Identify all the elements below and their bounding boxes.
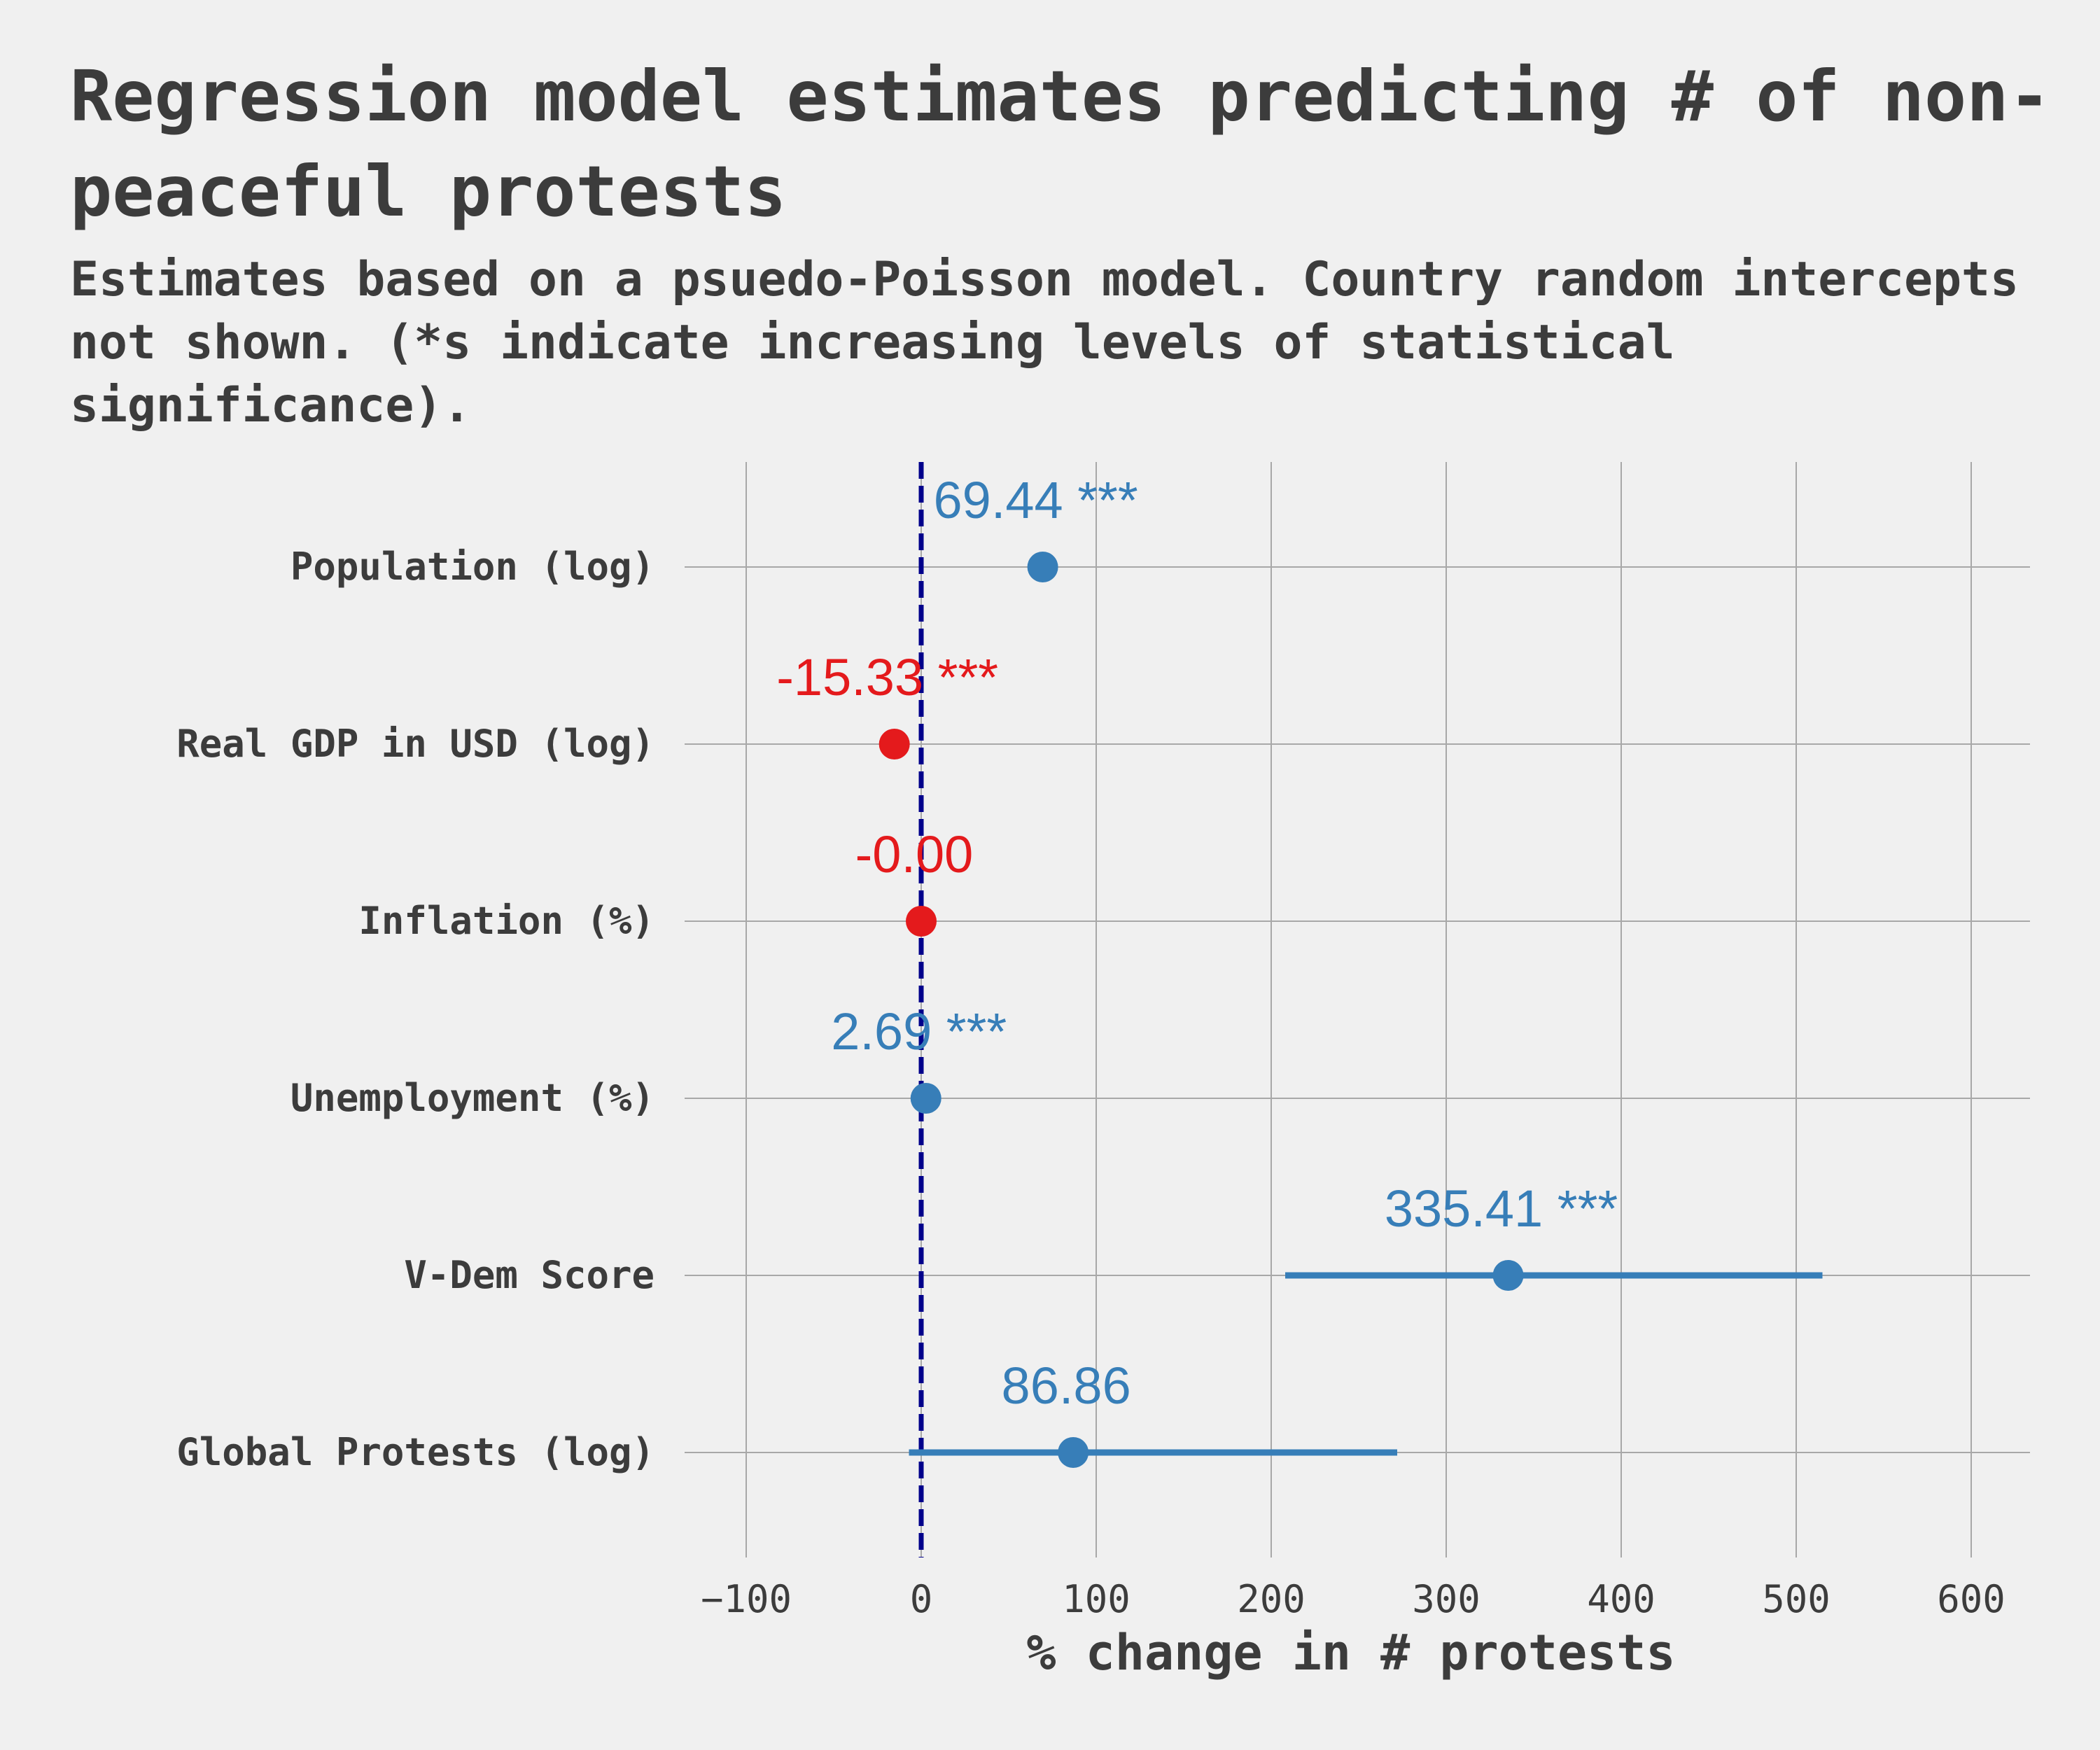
x-axis-label: % change in # protests (1026, 1624, 1675, 1681)
y-tick-label: Population (log) (290, 545, 654, 589)
estimate-point (878, 729, 910, 760)
y-tick-label: Global Protests (log) (176, 1430, 654, 1474)
estimate-point (1492, 1260, 1524, 1291)
chart-subtitle: Estimates based on a psuedo-Poisson mode… (70, 252, 2019, 433)
x-tick-label: 100 (1062, 1577, 1130, 1621)
y-axis-labels: Population (log) Real GDP in USD (log) Inf… (176, 545, 654, 1474)
x-tick-label: −100 (701, 1577, 792, 1621)
x-tick-label: 400 (1587, 1577, 1656, 1621)
data-label: 86.86 (1002, 1357, 1131, 1415)
chart-title: Regression model estimates predicting # … (70, 55, 2051, 232)
estimate-point (906, 906, 937, 937)
x-tick-label: 200 (1237, 1577, 1306, 1621)
x-tick-label: 300 (1412, 1577, 1480, 1621)
data-label: -0.00 (855, 825, 974, 883)
estimate-point (1027, 552, 1058, 582)
estimate-point (1058, 1437, 1089, 1468)
x-tick-label: 500 (1762, 1577, 1830, 1621)
y-tick-label: Inflation (%) (358, 899, 654, 943)
x-axis-ticks: −100 0 100 200 300 400 500 600 (701, 1577, 2005, 1621)
data-label: 69.44 *** (934, 471, 1138, 529)
data-label: -15.33 *** (776, 648, 998, 706)
data-label: 335.41 *** (1385, 1180, 1618, 1238)
y-tick-label: Unemployment (%) (290, 1076, 654, 1120)
x-tick-label: 0 (910, 1577, 933, 1621)
estimate-point (910, 1083, 941, 1114)
y-tick-label: V-Dem Score (404, 1253, 654, 1297)
y-tick-label: Real GDP in USD (log) (176, 722, 654, 766)
estimate-marks: 69.44 *** -15.33 *** -0.00 2.69 *** 335.41 *… (776, 471, 1823, 1468)
data-label: 2.69 *** (831, 1002, 1007, 1060)
x-tick-label: 600 (1937, 1577, 2005, 1621)
